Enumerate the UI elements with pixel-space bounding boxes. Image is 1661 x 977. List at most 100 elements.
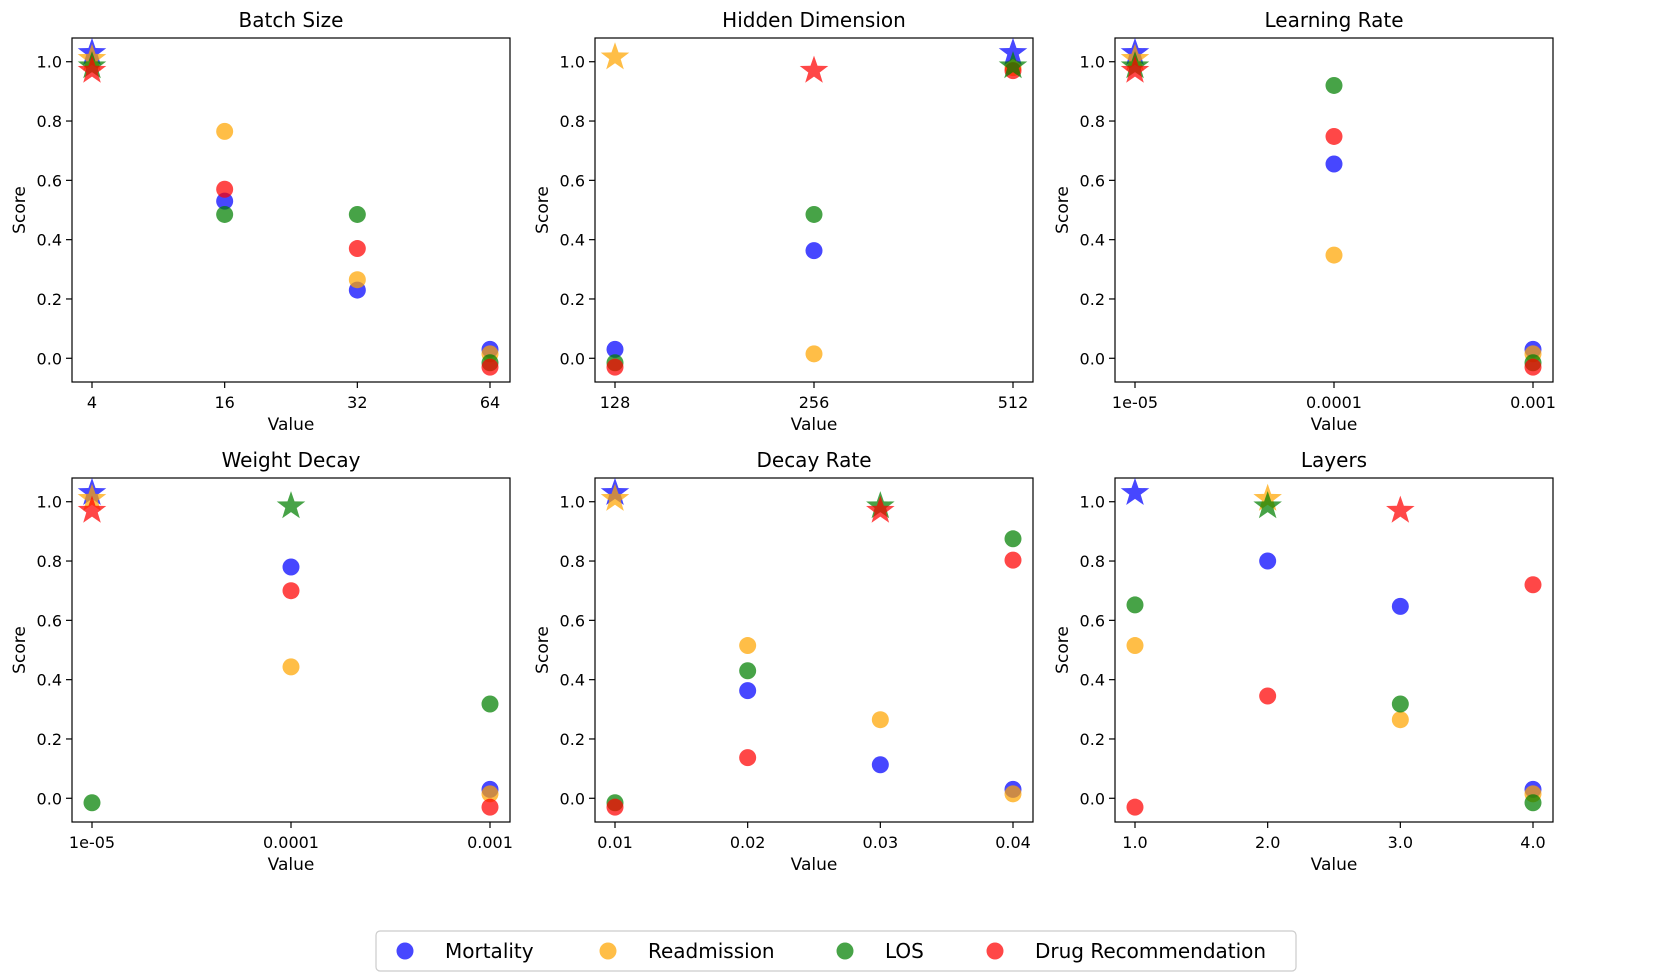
point-readmission	[871, 711, 889, 729]
subplot-4: 0.0 0.2 0.4 0.6 0.8 1.0 1e-05 0.0001 0.001 Weight…	[10, 448, 513, 875]
x-tick-label: 1e-05	[69, 833, 115, 852]
x-tick-label: 1.0	[1122, 833, 1147, 852]
plot-frame	[71, 37, 511, 383]
x-tick-label: 256	[799, 393, 830, 412]
x-tick-label: 0.03	[863, 833, 899, 852]
x-tick-label: 2.0	[1255, 833, 1280, 852]
point-readmission	[1391, 711, 1409, 729]
x-tick-label: 0.02	[730, 833, 766, 852]
x-axis-label: Value	[791, 415, 838, 435]
x-tick-label: 0.0001	[263, 833, 319, 852]
legend-marker-mortality	[396, 942, 414, 960]
y-tick-label: 0.6	[1080, 171, 1105, 190]
subplot-5: 0.0 0.2 0.4 0.6 0.8 1.0 0.01 0.02 0.03 0.04 Decay …	[533, 448, 1034, 875]
point-readmission	[1126, 637, 1144, 655]
y-tick-label: 1.0	[37, 493, 62, 512]
point-mortality	[805, 242, 823, 260]
y-axis-label: Score	[10, 626, 30, 674]
point-los	[348, 205, 366, 223]
legend-marker-los	[836, 942, 854, 960]
x-tick-label: 0.01	[597, 833, 633, 852]
subplot-1: 0.0 0.2 0.4 0.6 0.8 1.0 4 16 32 64 Batch Size Value…	[10, 8, 511, 435]
point-mortality	[606, 340, 624, 358]
y-tick-label: 0.4	[1080, 231, 1105, 250]
x-tick-label: 0.0001	[1306, 393, 1362, 412]
point-mortality	[282, 558, 300, 576]
point-drug-recommendation	[348, 240, 366, 258]
point-los	[216, 205, 234, 223]
point-los	[481, 695, 499, 713]
legend-marker-drug-recommendation	[986, 942, 1004, 960]
point-los	[1325, 76, 1343, 94]
y-tick-label: 0.2	[1080, 730, 1105, 749]
best-point-drug-recommendation	[866, 495, 895, 523]
x-tick-label: 3.0	[1388, 833, 1413, 852]
point-drug-recommendation	[282, 582, 300, 600]
best-point-drug-recommendation	[799, 55, 829, 83]
point-drug-recommendation	[1259, 687, 1277, 705]
x-tick-label: 16	[214, 393, 234, 412]
point-los	[1126, 596, 1144, 614]
point-mortality	[1391, 597, 1409, 615]
point-readmission	[739, 637, 757, 655]
x-tick-label: 512	[998, 393, 1029, 412]
point-readmission	[216, 122, 234, 140]
y-tick-label: 0.8	[37, 552, 62, 571]
point-los	[739, 662, 757, 680]
point-drug-recommendation	[481, 358, 499, 376]
x-tick-label: 32	[347, 393, 367, 412]
subplot-title: Learning Rate	[1264, 8, 1403, 32]
plot-frame	[71, 477, 511, 823]
y-axis-label: Score	[533, 186, 553, 234]
y-tick-label: 0.8	[560, 112, 585, 131]
point-los	[83, 794, 101, 812]
point-mortality	[1259, 552, 1277, 570]
best-point-drug-recommendation	[1386, 495, 1415, 523]
y-tick-label: 1.0	[37, 53, 62, 72]
legend-label-readmission: Readmission	[648, 939, 775, 963]
legend-label-los: LOS	[885, 939, 924, 963]
best-point-drug-recommendation	[1120, 55, 1150, 83]
y-tick-label: 0.2	[560, 730, 585, 749]
point-drug-recommendation	[1325, 127, 1343, 145]
y-tick-label: 1.0	[560, 493, 585, 512]
best-point-readmission	[600, 483, 630, 511]
point-los	[805, 205, 823, 223]
x-tick-label: 0.001	[1510, 393, 1556, 412]
x-tick-label: 1e-05	[1112, 393, 1158, 412]
point-readmission	[481, 785, 499, 803]
best-point-drug-recommendation	[77, 55, 107, 83]
legend: Mortality Readmission LOS Drug Recommendati…	[375, 930, 1297, 972]
point-readmission	[805, 345, 823, 363]
legend-box	[375, 930, 1297, 972]
x-tick-label: 4	[87, 393, 97, 412]
subplot-3: 0.0 0.2 0.4 0.6 0.8 1.0 1e-05 0.0001 0.001 Learni…	[1053, 8, 1556, 435]
plot-frame	[594, 477, 1034, 823]
y-tick-label: 0.0	[1080, 789, 1105, 808]
point-drug-recommendation	[739, 749, 757, 767]
y-tick-label: 1.0	[560, 53, 585, 72]
plot-frame	[1114, 477, 1554, 823]
x-tick-label: 0.001	[467, 833, 513, 852]
point-drug-recommendation	[606, 358, 624, 376]
y-tick-label: 1.0	[1080, 493, 1105, 512]
legend-label-drug-recommendation: Drug Recommendation	[1035, 939, 1266, 963]
subplot-title: Layers	[1301, 448, 1367, 472]
x-axis-label: Value	[1311, 415, 1358, 435]
point-readmission	[1325, 246, 1343, 264]
x-tick-label: 4.0	[1520, 833, 1545, 852]
point-mortality	[871, 756, 889, 774]
point-readmission	[282, 658, 300, 676]
point-mortality	[216, 192, 234, 210]
x-axis-label: Value	[791, 855, 838, 875]
y-tick-label: 0.4	[560, 671, 585, 690]
point-readmission	[1004, 785, 1022, 803]
point-drug-recommendation	[1524, 576, 1542, 594]
point-drug-recommendation	[481, 798, 499, 816]
best-point-los	[276, 491, 306, 519]
y-tick-label: 0.6	[560, 171, 585, 190]
best-point-los	[998, 51, 1028, 79]
point-mortality	[1325, 155, 1343, 173]
best-point-drug-recommendation	[77, 495, 107, 523]
